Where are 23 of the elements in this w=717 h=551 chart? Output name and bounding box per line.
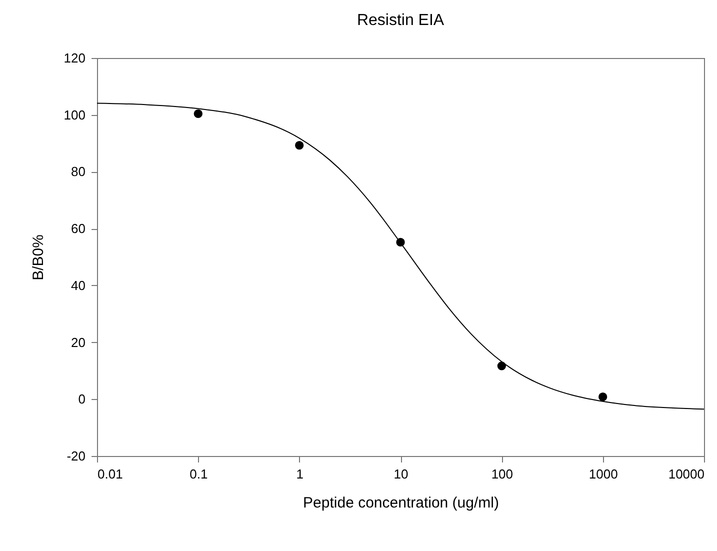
y-tick-label: 120 [64,50,86,66]
point [396,238,405,247]
x-tick-label: 0.1 [190,466,208,482]
y-axis-title: B/B0% [30,234,47,280]
y-tick-label: 60 [71,221,86,236]
x-tick-label: 1000 [588,466,618,482]
y-tick-label: -20 [66,448,86,464]
point [497,362,506,370]
x-tick-label: 10000 [668,466,704,482]
x-tick-label: 0.01 [98,466,123,482]
chart-title: Resistin EIA [356,12,444,29]
y-tick-label: 40 [71,278,86,293]
x-axis-title: Peptide concentration (ug/ml) [303,494,499,512]
point [598,392,608,402]
x-tick-label: 10 [394,466,408,482]
y-tick-label: 0 [78,392,86,407]
y-tick-label: 100 [64,107,86,122]
point [295,140,304,150]
x-tick-label: 100 [491,466,514,482]
x-tick-label: 1 [296,466,304,482]
y-tick-label: 80 [71,164,86,180]
y-tick-label: 20 [71,334,86,350]
point [194,109,202,118]
